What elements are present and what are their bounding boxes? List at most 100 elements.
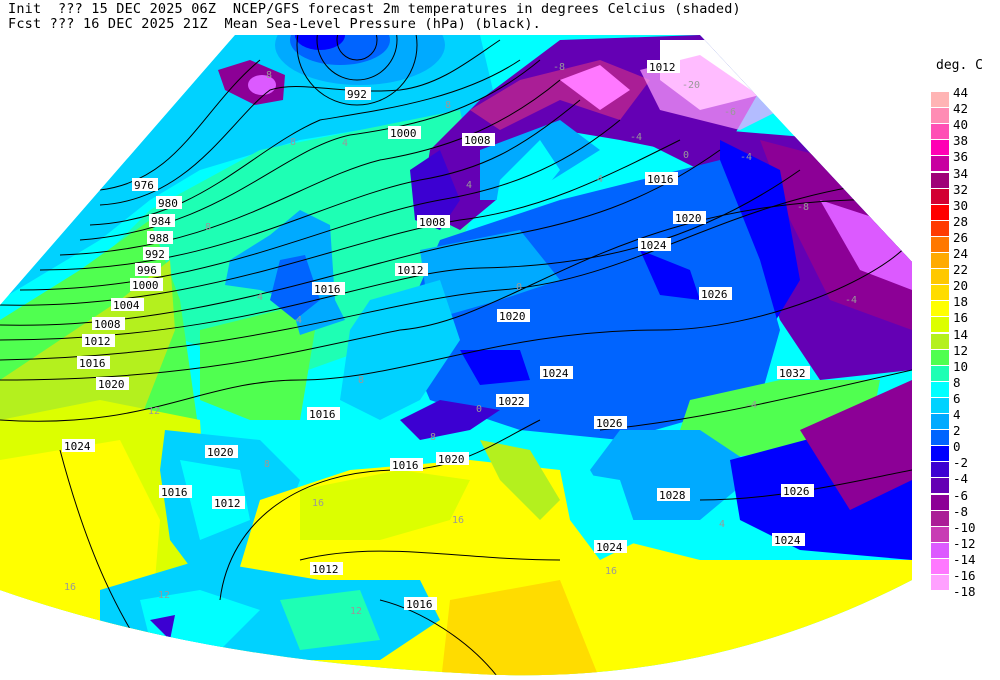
legend-label: 4 bbox=[953, 407, 961, 422]
legend-label: 14 bbox=[953, 326, 969, 342]
svg-text:8: 8 bbox=[266, 70, 272, 81]
isobar-label: 1032 bbox=[777, 366, 810, 380]
isobar-label: 984 bbox=[149, 214, 175, 228]
isobar-label: 1026 bbox=[594, 416, 627, 430]
legend-swatch bbox=[931, 188, 949, 204]
legend-swatch bbox=[931, 526, 949, 542]
svg-text:1024: 1024 bbox=[774, 534, 801, 547]
legend-label: -16 bbox=[953, 568, 976, 583]
svg-text:984: 984 bbox=[151, 215, 171, 228]
svg-text:1016: 1016 bbox=[161, 486, 188, 499]
isobar-label: 1024 bbox=[772, 533, 805, 547]
svg-text:-8: -8 bbox=[553, 62, 565, 73]
temperature-contour-labels: 8 4 8 8 4 4 8 4 -8 -4 -20 -6 -4 -8 0 4 0… bbox=[64, 62, 857, 617]
svg-text:0: 0 bbox=[476, 404, 482, 415]
isobar-label: 1012 bbox=[82, 334, 115, 348]
svg-text:1022: 1022 bbox=[498, 395, 525, 408]
svg-text:1026: 1026 bbox=[701, 288, 728, 301]
svg-text:1016: 1016 bbox=[309, 408, 336, 421]
legend-swatch bbox=[931, 542, 949, 558]
legend-label: -4 bbox=[953, 471, 969, 487]
legend-swatch bbox=[931, 236, 949, 252]
svg-text:1012: 1012 bbox=[397, 264, 424, 277]
svg-text:1020: 1020 bbox=[499, 310, 526, 323]
svg-text:4: 4 bbox=[257, 292, 263, 303]
svg-text:1026: 1026 bbox=[783, 485, 810, 498]
legend-label: -18 bbox=[953, 584, 976, 600]
legend-swatch bbox=[931, 558, 949, 574]
svg-text:996: 996 bbox=[137, 264, 157, 277]
svg-text:1016: 1016 bbox=[647, 173, 674, 186]
isobar-label: 1016 bbox=[404, 597, 437, 611]
svg-text:1016: 1016 bbox=[406, 598, 433, 611]
legend-swatch bbox=[931, 220, 949, 236]
legend-swatch bbox=[931, 414, 949, 429]
legend-swatch bbox=[931, 92, 949, 107]
svg-text:1012: 1012 bbox=[84, 335, 111, 348]
svg-text:8: 8 bbox=[358, 375, 364, 386]
svg-text:12: 12 bbox=[350, 606, 362, 617]
legend-swatch bbox=[931, 285, 949, 301]
isobar-label: 1016 bbox=[390, 458, 423, 472]
legend-label: -14 bbox=[953, 551, 976, 567]
legend-swatch bbox=[931, 156, 949, 172]
isobar-label: 1020 bbox=[96, 377, 129, 391]
isobar-label: 1024 bbox=[638, 238, 671, 252]
svg-text:1026: 1026 bbox=[596, 417, 623, 430]
isobar-label: 1024 bbox=[594, 540, 627, 554]
svg-text:-20: -20 bbox=[682, 80, 700, 91]
legend-swatch bbox=[931, 430, 949, 446]
map-subtitle: Mean Sea-Level Pressure (hPa) (black). bbox=[224, 16, 541, 32]
svg-text:1016: 1016 bbox=[79, 357, 106, 370]
temperature-pressure-map: 976 980 984 988 992 996 1000 1004 1008 1… bbox=[0, 35, 912, 676]
svg-text:16: 16 bbox=[605, 566, 617, 577]
svg-text:1020: 1020 bbox=[675, 212, 702, 225]
svg-text:1024: 1024 bbox=[596, 541, 623, 554]
legend-label: 24 bbox=[953, 246, 969, 261]
svg-text:1020: 1020 bbox=[98, 378, 125, 391]
isobar-label: 1020 bbox=[497, 309, 530, 323]
svg-text:-4: -4 bbox=[845, 295, 857, 306]
legend-label: -10 bbox=[953, 519, 976, 535]
svg-text:1012: 1012 bbox=[312, 563, 339, 576]
svg-text:992: 992 bbox=[145, 248, 165, 261]
svg-text:-8: -8 bbox=[797, 202, 809, 213]
svg-text:4: 4 bbox=[296, 315, 302, 326]
svg-text:12: 12 bbox=[158, 590, 170, 601]
isobar-label: 1004 bbox=[111, 298, 144, 312]
svg-text:0: 0 bbox=[683, 150, 689, 161]
legend-swatch bbox=[931, 333, 949, 349]
isobar-label: 1016 bbox=[307, 407, 340, 421]
svg-text:12: 12 bbox=[148, 406, 160, 417]
legend-label: 44 bbox=[953, 85, 969, 100]
isobar-label: 1008 bbox=[92, 317, 125, 331]
legend-label: 2 bbox=[953, 423, 961, 439]
legend-label: 18 bbox=[953, 294, 969, 310]
isobar-label: 1008 bbox=[462, 133, 495, 147]
svg-text:1024: 1024 bbox=[64, 440, 91, 453]
svg-text:1008: 1008 bbox=[464, 134, 491, 147]
svg-text:16: 16 bbox=[312, 498, 324, 509]
svg-text:16: 16 bbox=[64, 582, 76, 593]
svg-text:8: 8 bbox=[264, 459, 270, 470]
isobar-label: 992 bbox=[143, 247, 169, 261]
svg-text:-4: -4 bbox=[740, 152, 752, 163]
legend-label: 30 bbox=[953, 197, 969, 213]
svg-text:992: 992 bbox=[347, 88, 367, 101]
svg-text:1004: 1004 bbox=[113, 299, 140, 312]
legend-label: -12 bbox=[953, 535, 976, 551]
svg-text:8: 8 bbox=[290, 137, 296, 148]
legend-label: 12 bbox=[953, 342, 969, 358]
svg-text:8: 8 bbox=[445, 100, 451, 111]
legend-unit: deg. C bbox=[936, 58, 983, 73]
legend-label: 42 bbox=[953, 101, 969, 117]
legend-swatch bbox=[931, 510, 949, 526]
legend-label: 8 bbox=[953, 374, 961, 390]
isobar-label: 992 bbox=[345, 87, 371, 101]
svg-text:980: 980 bbox=[158, 197, 178, 210]
svg-text:1016: 1016 bbox=[392, 459, 419, 472]
legend-label: -2 bbox=[953, 455, 969, 471]
svg-text:1008: 1008 bbox=[94, 318, 121, 331]
isobar-label: 976 bbox=[132, 178, 158, 192]
legend-swatch bbox=[931, 124, 949, 140]
